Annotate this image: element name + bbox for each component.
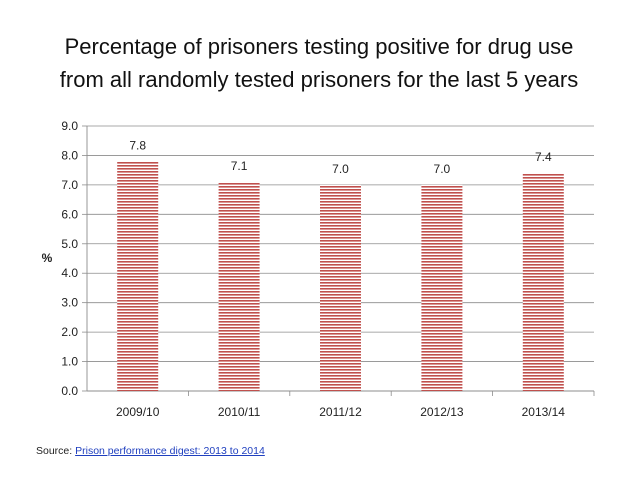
- y-tick-label: 1.0: [61, 355, 78, 369]
- x-tick-label: 2009/10: [116, 405, 160, 419]
- x-tick-label: 2011/12: [319, 405, 362, 419]
- data-label: 7.0: [332, 162, 349, 176]
- y-tick-label: 8.0: [61, 148, 78, 162]
- x-tick-label: 2012/13: [420, 405, 464, 419]
- y-tick-label: 0.0: [61, 384, 78, 398]
- y-tick-label: 5.0: [61, 237, 78, 251]
- y-tick-label: 9.0: [61, 119, 78, 133]
- chart-title: Percentage of prisoners testing positive…: [0, 30, 638, 96]
- x-tick-label: 2010/11: [218, 405, 261, 419]
- y-axis-ticks: 0.0 1.0 2.0 3.0 4.0 5.0 6.0 7.0 8.0 9.0: [61, 119, 87, 398]
- data-label: 7.1: [231, 159, 248, 173]
- y-axis-label: %: [42, 251, 53, 265]
- y-tick-label: 3.0: [61, 296, 78, 310]
- chart-title-line-1: Percentage of prisoners testing positive…: [64, 34, 574, 59]
- source-prefix: Source:: [36, 445, 76, 457]
- data-label: 7.8: [129, 138, 146, 152]
- data-label: 7.0: [434, 162, 451, 176]
- x-axis-ticks: 2009/10 2010/11 2011/12 2012/13 2013/14: [116, 391, 595, 419]
- y-tick-label: 7.0: [61, 178, 78, 192]
- bars: [117, 161, 564, 391]
- x-tick-label: 2013/14: [522, 405, 566, 419]
- source-link[interactable]: Prison performance digest: 2013 to 2014: [75, 445, 265, 457]
- y-tick-label: 6.0: [61, 207, 78, 221]
- data-labels: 7.8 7.1 7.0 7.0 7.4: [129, 138, 552, 176]
- bar: [522, 173, 564, 391]
- y-tick-label: 2.0: [61, 325, 78, 339]
- bar: [320, 184, 361, 391]
- bar: [218, 181, 260, 391]
- bar: [421, 184, 463, 391]
- bar: [117, 161, 159, 391]
- chart-title-line-2: from all randomly tested prisoners for t…: [59, 67, 579, 92]
- y-tick-label: 4.0: [61, 266, 78, 280]
- source-note: Source: Prison performance digest: 2013 …: [36, 445, 265, 457]
- data-label: 7.4: [535, 150, 552, 164]
